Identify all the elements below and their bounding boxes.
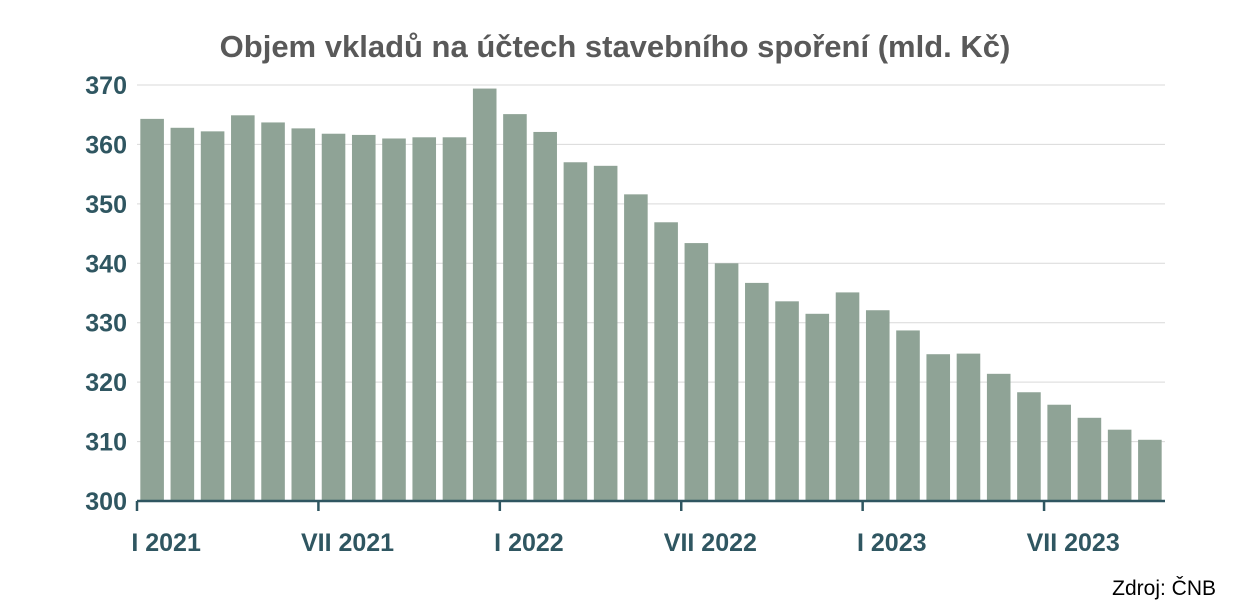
y-tick-label: 300 [85,488,127,516]
bar-iv-2021 [231,115,255,502]
bar-v-2023 [986,373,1011,501]
bar-i-2021 [140,118,164,502]
bar-iv-2023 [956,353,981,501]
chart-title: Objem vkladů na účtech stavebního spořen… [220,29,1011,64]
bar-vi-2022 [654,222,678,501]
bar-i-2022 [503,114,527,502]
bar-v-2021 [261,122,285,501]
bars [140,88,1162,502]
bar-vi-2023 [1017,392,1041,501]
bar-ix-2023 [1107,429,1132,501]
y-tick-label: 360 [85,131,127,159]
y-tick-label: 330 [85,310,127,338]
y-axis-tick-labels: 300 310 320 330 340 350 360 370 [85,72,127,516]
x-tick-label: VII 2021 [301,529,394,557]
x-tick-label: I 2023 [857,529,927,557]
bar-x-2021 [412,137,437,501]
bar-vi-2021 [291,128,316,501]
axes [135,499,1165,511]
bar-viii-2022 [714,263,739,501]
x-tick-label: VII 2023 [1027,529,1120,557]
bar-vii-2021 [321,133,346,501]
bar-i-2023 [865,310,890,501]
gridlines [137,84,1165,443]
y-tick-label: 310 [85,429,127,457]
bar-ii-2023 [896,330,920,501]
bar-iv-2022 [593,165,618,501]
bar-ix-2022 [745,282,769,501]
bar-vii-2023 [1047,404,1071,501]
bar-ii-2021 [170,127,195,501]
x-tick-label: VII 2022 [664,529,757,557]
bar-xi-2021 [442,137,467,501]
bar-xii-2021 [472,88,497,502]
bar-xii-2022 [835,292,860,501]
y-tick-label: 340 [85,250,127,278]
source-note: Zdroj: ČNB [1112,577,1216,600]
x-axis-tick-labels: I 2021 VII 2021 I 2022 VII 2022 I 2023 VII 20… [131,529,1119,557]
x-tick-label: I 2022 [494,529,564,557]
y-tick-label: 320 [85,369,127,397]
bar-ix-2021 [382,138,406,501]
bar-ii-2022 [533,131,557,501]
bar-xi-2022 [805,313,830,501]
bar-v-2022 [624,194,648,501]
bar-iii-2021 [200,131,225,501]
x-tick-label: I 2021 [131,529,201,557]
bar-x-2023 [1138,439,1162,501]
bar-viii-2021 [351,134,376,502]
bar-x-2022 [775,301,799,501]
y-tick-label: 370 [85,72,127,100]
bar-iii-2023 [926,354,951,501]
bar-iii-2022 [563,162,588,501]
bar-viii-2023 [1077,417,1102,501]
y-tick-label: 350 [85,191,127,219]
bar-vii-2022 [684,243,709,501]
